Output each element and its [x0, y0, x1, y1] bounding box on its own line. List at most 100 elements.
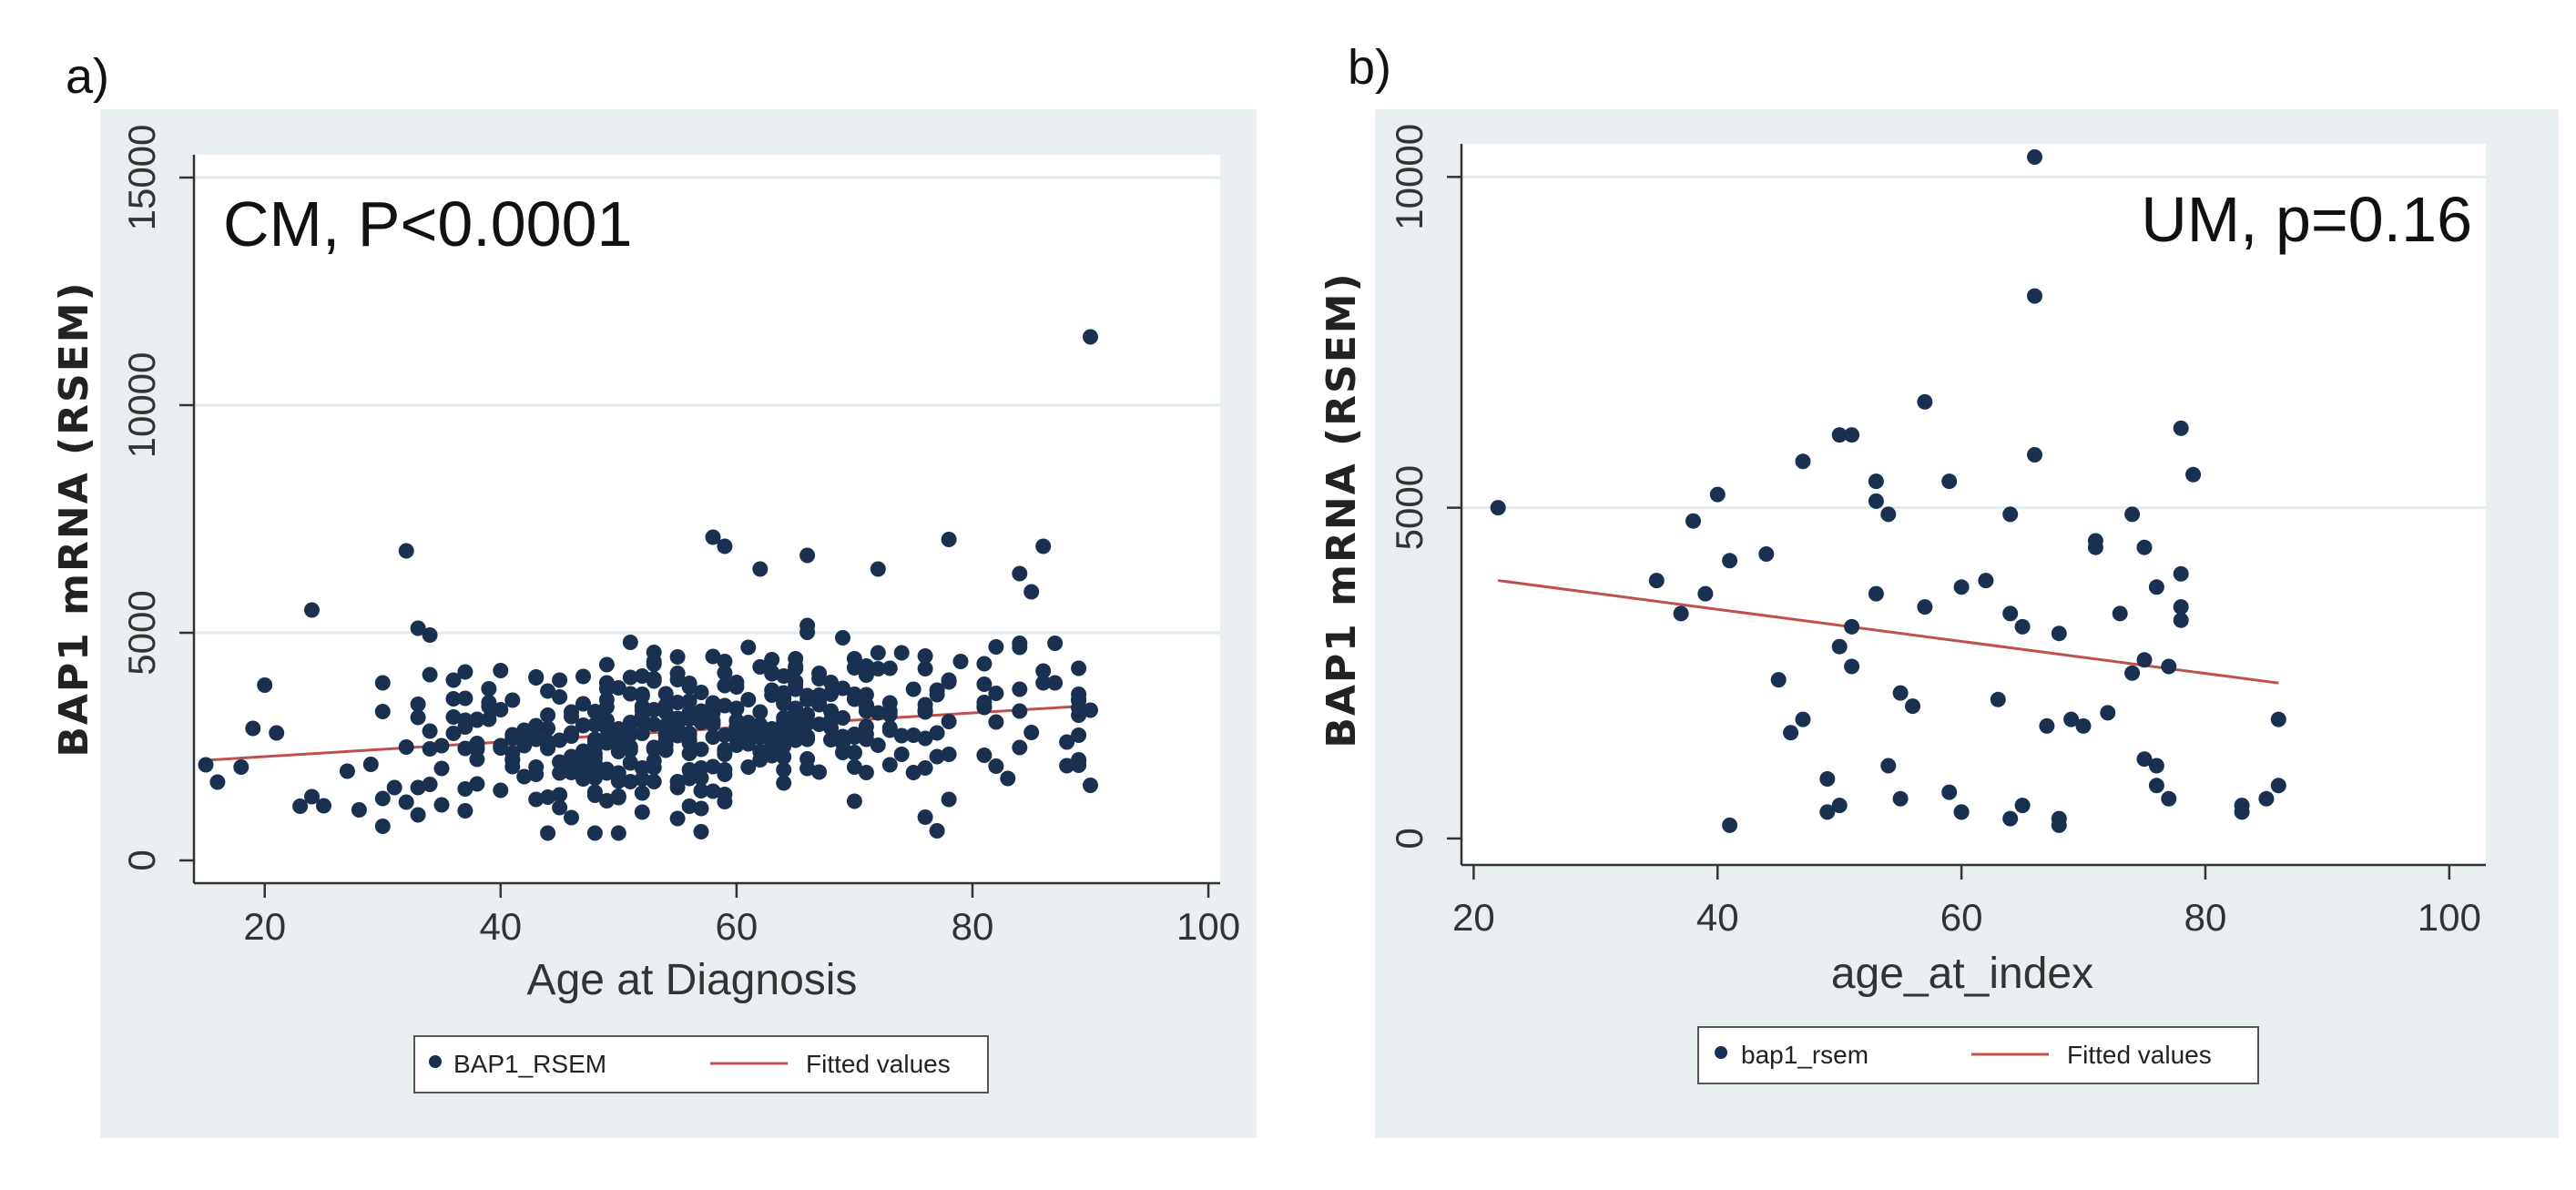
data-point: [835, 630, 850, 646]
data-point: [764, 738, 780, 754]
data-point: [1023, 725, 1040, 740]
data-point: [622, 635, 638, 650]
data-point: [764, 666, 780, 682]
data-point: [1844, 618, 1860, 635]
data-point: [646, 656, 662, 672]
data-point: [575, 696, 591, 712]
data-point: [564, 748, 579, 765]
data-point: [2161, 658, 2177, 675]
data-point: [870, 705, 886, 721]
data-point: [540, 789, 556, 805]
data-point: [2027, 288, 2042, 304]
data-point: [881, 722, 898, 738]
data-point: [586, 788, 603, 803]
data-point: [646, 673, 662, 689]
panel-b-legend-marker: [1715, 1046, 1727, 1059]
data-point: [1892, 790, 1909, 807]
data-point: [292, 798, 309, 814]
data-point: [598, 692, 615, 707]
data-point: [646, 753, 662, 768]
data-point: [929, 725, 945, 741]
data-point: [799, 617, 816, 634]
data-point: [1917, 599, 1933, 615]
data-point: [646, 717, 662, 732]
data-point: [776, 775, 792, 791]
data-point: [552, 787, 568, 803]
data-point: [1941, 473, 1958, 490]
data-point: [586, 735, 603, 751]
data-point: [1673, 605, 1689, 622]
data-point: [669, 810, 686, 827]
panel-b-annotation: UM, p=0.16: [2141, 184, 2472, 255]
data-point: [776, 710, 792, 726]
data-point: [2051, 626, 2067, 642]
panel-a-x-tick-label: 20: [243, 905, 286, 948]
data-point: [540, 739, 556, 755]
data-point: [1071, 693, 1087, 708]
data-point: [469, 776, 485, 792]
data-point: [728, 679, 745, 695]
data-point: [870, 661, 886, 676]
panel-a-x-tick-label: 40: [479, 905, 522, 948]
data-point: [410, 620, 426, 636]
data-point: [1697, 585, 1714, 602]
data-point: [610, 825, 626, 841]
data-point: [2185, 466, 2202, 483]
panel-a-y-tick-label: 15000: [120, 125, 163, 231]
data-point: [575, 771, 591, 787]
data-point: [917, 704, 933, 720]
data-point: [646, 774, 662, 789]
data-point: [976, 656, 993, 672]
data-point: [1917, 393, 1933, 410]
data-point: [339, 763, 355, 779]
data-point: [705, 529, 721, 545]
data-point: [2039, 717, 2055, 734]
data-point: [657, 721, 674, 737]
data-point: [705, 717, 721, 732]
panel-a-x-ticks: [263, 883, 1210, 898]
data-point: [705, 695, 721, 711]
data-point: [386, 779, 402, 796]
panel-a-x-axis-title: Age at Diagnosis: [527, 956, 858, 1004]
data-point: [858, 703, 874, 719]
data-point: [1685, 513, 1701, 529]
panel-a-label: a): [66, 49, 109, 104]
data-point: [564, 760, 579, 777]
data-point: [846, 793, 862, 809]
data-point: [693, 824, 709, 839]
data-point: [1844, 658, 1860, 675]
panel-a-legend-label-points: BAP1_RSEM: [453, 1050, 606, 1078]
data-point: [905, 765, 921, 780]
data-point: [2234, 804, 2250, 820]
data-point: [457, 664, 473, 680]
data-point: [634, 760, 650, 776]
data-point: [811, 697, 828, 713]
panel-b: b) 20 40 60 80 100 0 5000 10000 age_at_i…: [1319, 40, 2559, 1138]
data-point: [422, 666, 438, 683]
data-point: [622, 686, 638, 702]
data-point: [752, 704, 769, 720]
data-point: [988, 639, 1004, 655]
panel-b-legend-label-points: bap1_rsem: [1741, 1041, 1868, 1069]
data-point: [681, 798, 697, 814]
data-point: [1083, 329, 1098, 345]
data-point: [1071, 727, 1087, 743]
data-point: [1648, 573, 1665, 589]
data-point: [362, 757, 379, 772]
data-point: [1868, 585, 1884, 602]
data-point: [1000, 770, 1016, 787]
data-point: [788, 681, 804, 697]
panel-a-x-tick-label: 100: [1176, 905, 1240, 948]
data-point: [598, 735, 615, 751]
data-point: [634, 687, 650, 702]
data-point: [1783, 725, 1799, 741]
data-point: [693, 715, 709, 730]
data-point: [1035, 538, 1052, 554]
data-point: [269, 725, 285, 741]
data-point: [622, 669, 638, 686]
data-point: [540, 683, 556, 699]
data-point: [646, 645, 662, 660]
data-point: [1990, 691, 2006, 707]
data-point: [1071, 752, 1087, 768]
data-point: [540, 707, 556, 723]
